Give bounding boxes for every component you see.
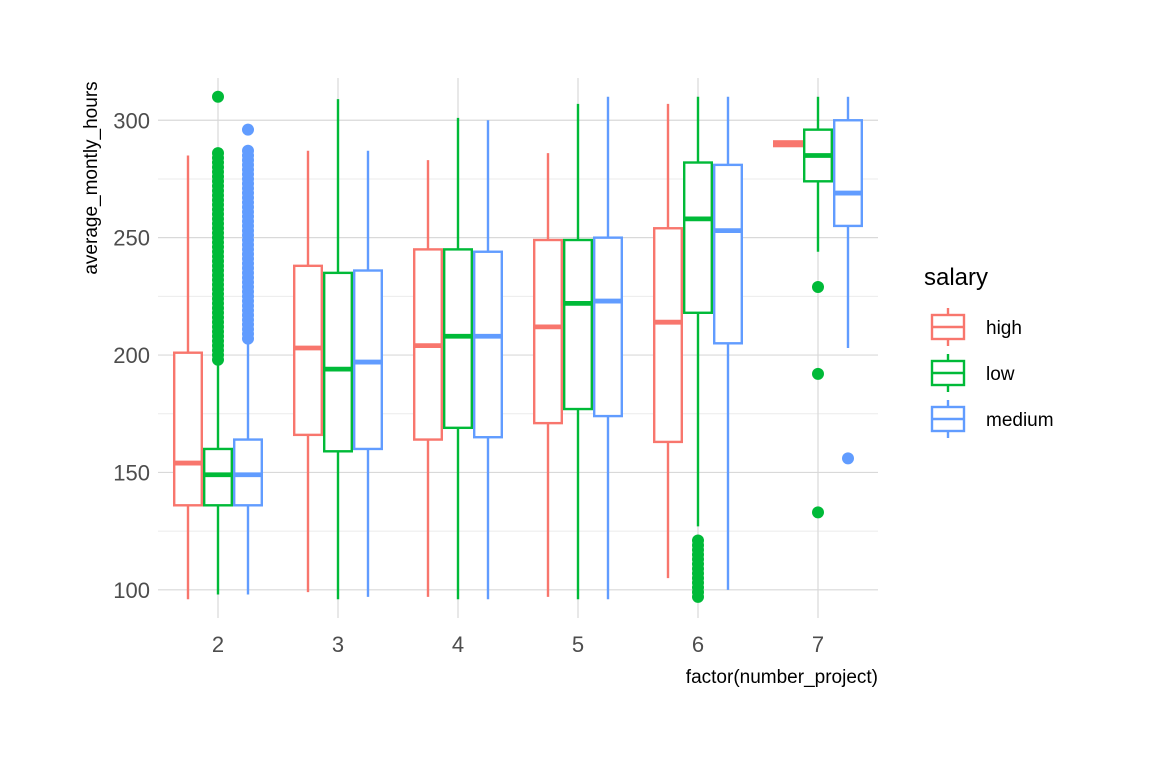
series-medium (232, 96, 864, 600)
outlier-point (812, 367, 824, 380)
y-tick-label: 100 (113, 578, 150, 603)
x-tick-label: 5 (572, 632, 584, 657)
outlier-point (812, 280, 824, 293)
box-low-2 (202, 90, 233, 595)
box-iqr (683, 161, 714, 314)
box-low-7 (803, 96, 834, 519)
x-tick-label: 6 (692, 632, 704, 657)
legend-title: salary (924, 264, 988, 291)
box-medium-5 (593, 96, 624, 600)
box-iqr (833, 119, 864, 228)
box-medium-2 (232, 123, 263, 595)
box-high-7 (773, 140, 804, 148)
legend-item-high: high (930, 308, 1022, 346)
box-medium-3 (353, 150, 384, 597)
box-low-4 (443, 117, 474, 600)
box-low-3 (323, 99, 354, 600)
y-axis: 100 150 200 250 300 (113, 108, 150, 603)
box-series (172, 90, 864, 603)
y-tick-label: 300 (113, 108, 150, 133)
x-tick-label: 7 (812, 632, 824, 657)
box-iqr (473, 250, 504, 439)
box-iqr (653, 227, 684, 444)
box-iqr (323, 271, 354, 453)
y-tick-label: 150 (113, 460, 150, 485)
outlier-point (242, 123, 254, 136)
x-axis: 2 3 4 5 6 7 (212, 632, 824, 657)
box-iqr (533, 238, 564, 425)
box-medium-6 (713, 96, 744, 590)
legend-item-low: low (930, 354, 1015, 392)
y-tick-label: 200 (113, 343, 150, 368)
box-medium-4 (473, 120, 504, 600)
box-high-2 (172, 155, 203, 600)
box-low-5 (563, 103, 594, 600)
box-iqr (593, 236, 624, 418)
outlier-point (212, 90, 224, 103)
legend-label: high (986, 318, 1022, 339)
legend-label: low (986, 364, 1015, 385)
outlier-point (842, 452, 854, 465)
series-high (172, 103, 804, 600)
box-iqr (172, 351, 203, 507)
box-high-4 (413, 160, 444, 597)
x-tick-label: 3 (332, 632, 344, 657)
x-axis-title: factor(number_project) (686, 667, 878, 688)
y-tick-label: 250 (113, 226, 150, 251)
box-iqr (713, 163, 744, 345)
outlier-point (692, 590, 704, 603)
box-iqr (563, 238, 594, 411)
outlier-point (212, 353, 224, 366)
legend-label: medium (986, 410, 1054, 431)
y-axis-title: average_montly_hours (81, 81, 102, 274)
x-tick-label: 2 (212, 632, 224, 657)
box-high-3 (293, 150, 324, 593)
x-tick-label: 4 (452, 632, 464, 657)
box-medium-7 (833, 96, 864, 465)
legend-item-medium: medium (930, 400, 1054, 438)
box-low-6 (683, 96, 714, 603)
box-high-5 (533, 153, 564, 597)
grid-lines (158, 78, 878, 618)
legend: salary high low medium (924, 264, 1054, 438)
outlier-point (812, 506, 824, 519)
outlier-point (242, 332, 254, 345)
box-high-6 (653, 103, 684, 579)
series-low (202, 90, 834, 603)
